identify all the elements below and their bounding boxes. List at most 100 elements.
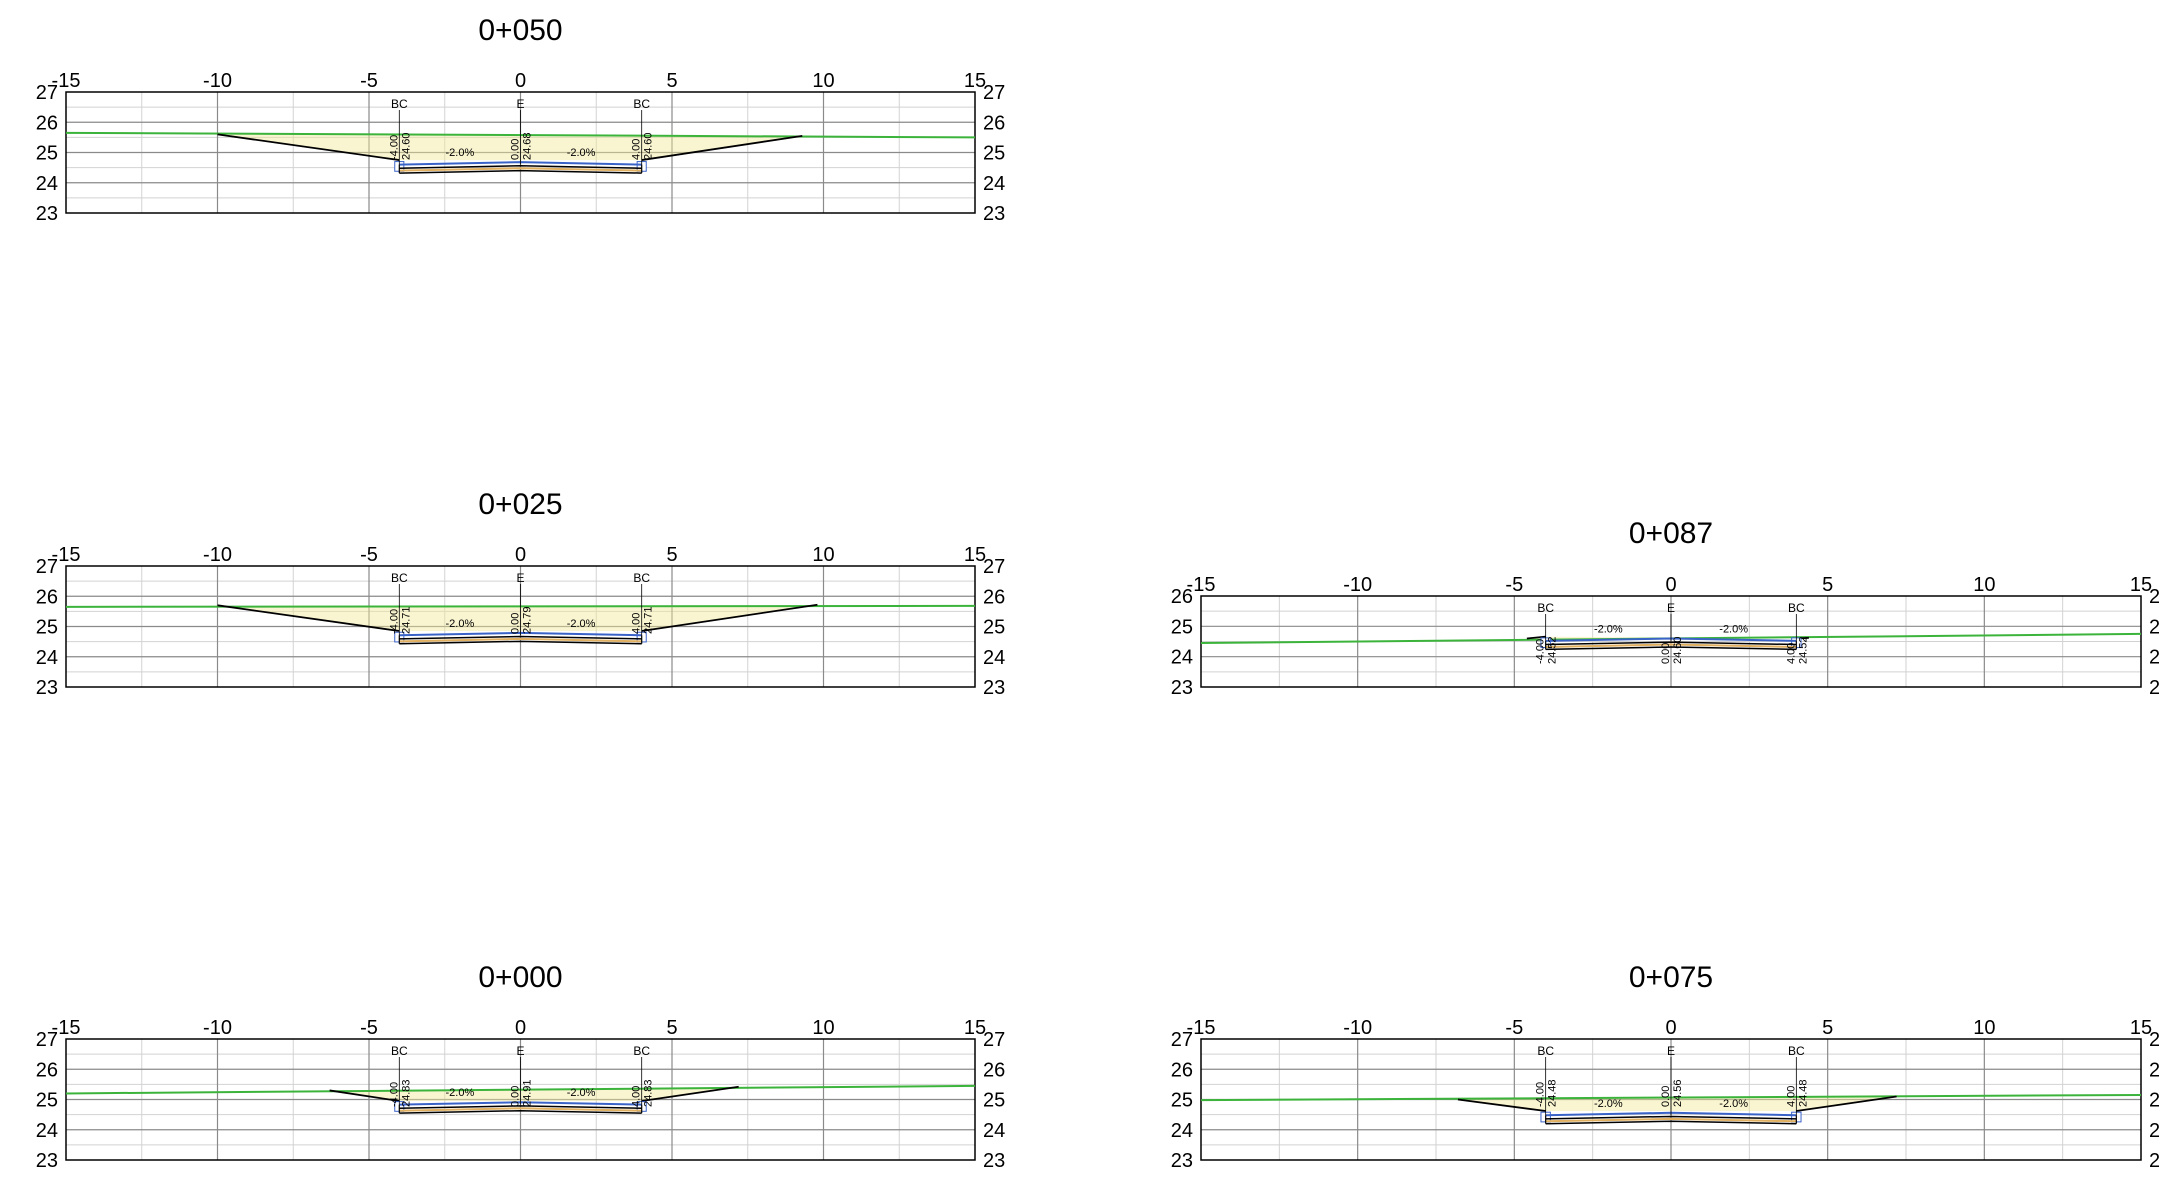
section-panel-0+087: 0+087-15-10-50510152626252524242323BC-4.… [1171,517,2159,699]
y-tick-label-left: 24 [36,173,58,195]
x-tick-label: 0 [515,1017,526,1039]
pavement-course [399,1105,642,1110]
right-slope-label: -2.0% [567,618,596,630]
y-tick-label-right: 26 [983,1059,1005,1081]
pavement-course [1545,641,1797,646]
point-code-label: E [516,97,524,111]
y-tick-label-left: 24 [1171,1120,1193,1142]
y-tick-label-left: 24 [1171,647,1193,669]
x-tick-label: 15 [964,1017,986,1039]
x-tick-label: -15 [52,70,81,92]
station-title: 0+087 [1629,517,1713,550]
x-tick-label: -15 [52,1017,81,1039]
point-elevation-label: 24.83 [643,1079,655,1107]
y-tick-label-left: 27 [36,1029,58,1051]
right-slope-label: -2.0% [1719,623,1748,635]
y-tick-label-left: 26 [36,1059,58,1081]
base-course [399,1107,642,1112]
x-tick-label: 15 [964,544,986,566]
station-title: 0+050 [478,14,562,47]
y-tick-label-right: 25 [2149,616,2159,638]
y-tick-label-left: 26 [1171,586,1193,608]
base-course [399,167,642,172]
y-tick-label-right: 23 [983,1150,1005,1172]
y-tick-label-left: 25 [1171,1090,1193,1112]
y-tick-label-left: 23 [36,203,58,225]
y-tick-label-right: 27 [983,556,1005,578]
left-slope-label: -2.0% [446,618,475,630]
plot-frame [65,91,976,214]
y-tick-label-right: 23 [2149,1150,2159,1172]
plot-frame [65,1038,976,1161]
point-offset-label: 4.00 [631,139,643,160]
point-elevation-label: 24.79 [522,606,534,634]
point-elevation-label: 24.60 [1672,636,1684,664]
left-side-slope [1457,1098,1546,1112]
point-offset-label: -4.00 [388,135,400,160]
y-tick-label-left: 25 [1171,616,1193,638]
y-tick-label-right: 23 [983,677,1005,699]
subbase-course [399,1109,642,1114]
point-elevation-label: 24.68 [522,132,534,160]
y-tick-label-right: 26 [2149,586,2159,608]
point-offset-label: 4.00 [1785,643,1797,664]
point-code-label: BC [391,571,408,585]
left-side-slope [1526,635,1546,640]
point-offset-label: 0.00 [1660,643,1672,664]
subbase-course [399,640,642,645]
x-tick-label: -10 [1343,574,1372,596]
point-code-label: E [516,1044,524,1058]
x-tick-label: -5 [1505,574,1523,596]
x-tick-label: -10 [1343,1017,1372,1039]
y-tick-label-left: 26 [36,586,58,608]
y-tick-label-right: 24 [983,173,1005,195]
y-tick-label-right: 27 [983,1029,1005,1051]
plot-frame [65,565,976,688]
right-side-slope [1796,1095,1897,1112]
point-offset-label: 0.00 [510,1086,522,1107]
right-side-slope [641,603,818,632]
left-side-slope [329,1089,400,1102]
x-tick-label: 10 [1973,1017,1995,1039]
y-tick-label-left: 27 [1171,1029,1193,1051]
y-tick-label-right: 25 [983,1090,1005,1112]
left-side-slope [217,133,400,161]
x-tick-label: -5 [360,70,378,92]
y-tick-label-right: 23 [2149,677,2159,699]
point-elevation-label: 24.56 [1672,1079,1684,1107]
x-tick-label: 0 [1665,1017,1676,1039]
left-slope-label: -2.0% [446,1087,475,1099]
point-code-label: E [1667,1044,1675,1058]
y-tick-label-right: 24 [2149,647,2159,669]
point-code-label: E [516,571,524,585]
point-elevation-label: 24.60 [643,132,655,160]
y-tick-label-right: 25 [983,617,1005,639]
y-tick-label-left: 23 [36,1150,58,1172]
x-tick-label: 10 [812,1017,834,1039]
y-tick-label-left: 25 [36,1090,58,1112]
x-tick-label: 0 [515,70,526,92]
section-panel-0+075: 0+075-15-10-505101527272626252524242323B… [1171,961,2159,1172]
point-offset-label: 4.00 [631,1086,643,1107]
point-elevation-label: 24.52 [1797,636,1809,664]
x-tick-label: -5 [360,544,378,566]
y-tick-label-right: 27 [983,82,1005,104]
point-code-label: BC [633,571,650,585]
pavement-course [399,165,642,169]
y-tick-label-left: 23 [36,677,58,699]
x-tick-label: -10 [203,70,232,92]
base-course [1545,1117,1797,1123]
earthwork-area [217,604,818,632]
y-tick-label-right: 26 [983,112,1005,134]
y-tick-label-right: 27 [2149,1029,2159,1051]
x-tick-label: 5 [666,1017,677,1039]
x-tick-label: 10 [1973,574,1995,596]
x-tick-label: -5 [360,1017,378,1039]
y-tick-label-right: 25 [983,143,1005,165]
y-tick-label-right: 23 [983,203,1005,225]
point-offset-label: 4.00 [631,613,643,634]
y-tick-label-left: 25 [36,617,58,639]
left-slope-label: -2.0% [446,147,475,159]
point-code-label: BC [391,97,408,111]
